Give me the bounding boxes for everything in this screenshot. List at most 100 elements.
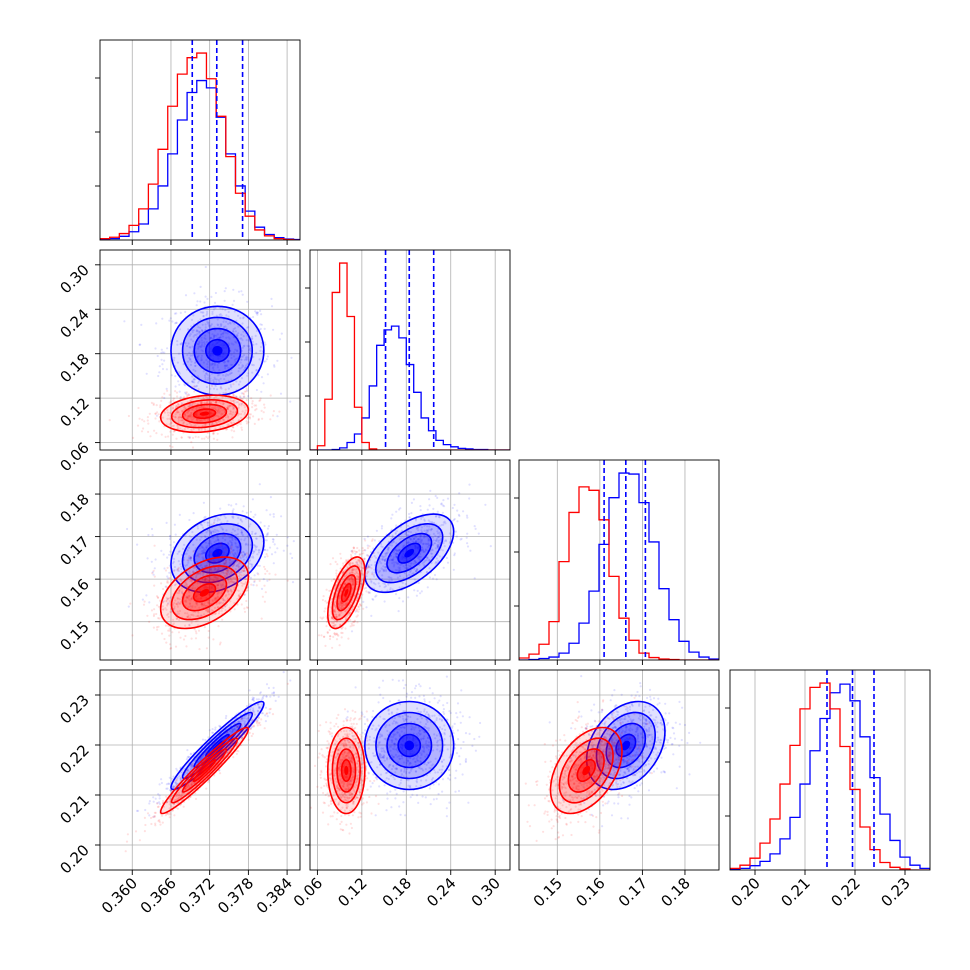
- sample-point: [423, 524, 426, 527]
- y-tick-label: 0.18: [56, 490, 92, 526]
- sample-point: [214, 385, 217, 388]
- sample-point: [230, 589, 233, 593]
- sample-point: [181, 409, 184, 412]
- sample-point: [184, 581, 187, 585]
- sample-point: [216, 388, 219, 391]
- sample-point: [218, 550, 221, 554]
- sample-point: [246, 535, 249, 538]
- sample-point: [212, 536, 215, 539]
- sample-point: [223, 325, 226, 328]
- sample-point: [247, 345, 250, 348]
- sample-point: [234, 348, 237, 351]
- sample-point: [230, 545, 233, 549]
- sample-point: [195, 601, 198, 605]
- sample-point: [211, 363, 214, 366]
- sample-point: [192, 340, 195, 343]
- sample-point: [177, 417, 180, 420]
- sample-point: [213, 567, 216, 570]
- sample-point: [154, 417, 157, 420]
- sample-point: [252, 584, 255, 587]
- sample-point: [226, 569, 229, 572]
- sample-point: [155, 322, 158, 325]
- sample-point: [207, 376, 210, 379]
- sample-point: [263, 524, 266, 528]
- sample-point: [217, 584, 220, 587]
- sample-point: [236, 546, 239, 550]
- sample-point: [216, 410, 219, 413]
- sample-point: [466, 545, 470, 548]
- sample-point: [226, 579, 229, 582]
- sample-point: [202, 613, 206, 616]
- sample-point: [435, 539, 438, 542]
- sample-point: [394, 548, 397, 551]
- sample-point: [187, 589, 190, 592]
- sample-point: [205, 372, 208, 375]
- sample-point: [420, 526, 423, 529]
- sample-point: [403, 572, 406, 575]
- sample-point: [141, 418, 144, 421]
- sample-point: [209, 540, 212, 543]
- sample-point: [232, 576, 235, 579]
- sample-point: [162, 416, 165, 419]
- sample-point: [216, 517, 220, 520]
- sample-point: [214, 378, 217, 381]
- sample-point: [424, 542, 427, 545]
- sample-point: [255, 698, 258, 701]
- sample-point: [222, 332, 225, 335]
- sample-point: [364, 583, 367, 586]
- sample-point: [243, 553, 246, 557]
- sample-point: [356, 563, 359, 567]
- sample-point: [193, 334, 196, 337]
- sample-point: [185, 552, 188, 555]
- sample-point: [209, 531, 212, 534]
- sample-point: [215, 414, 218, 417]
- sample-point: [168, 597, 171, 600]
- sample-point: [176, 411, 179, 414]
- sample-point: [194, 406, 197, 409]
- sample-point: [210, 323, 213, 326]
- sample-point: [155, 595, 159, 598]
- sample-point: [192, 562, 196, 565]
- sample-point: [167, 435, 170, 438]
- sample-point: [185, 411, 188, 414]
- sample-point: [198, 341, 201, 344]
- sample-point: [400, 537, 403, 540]
- sample-point: [394, 593, 398, 596]
- sample-point: [200, 358, 203, 361]
- sample-point: [192, 428, 195, 431]
- sample-point: [193, 402, 196, 405]
- sample-point: [255, 407, 258, 411]
- sample-point: [385, 552, 388, 555]
- sample-point: [200, 405, 203, 408]
- sample-point: [321, 617, 324, 620]
- sample-point: [153, 584, 156, 587]
- sample-point: [215, 400, 218, 403]
- sample-point: [334, 613, 337, 616]
- sample-point: [199, 406, 202, 409]
- sample-point: [230, 363, 234, 366]
- sample-point: [186, 749, 189, 752]
- sample-point: [176, 610, 179, 613]
- sample-point: [191, 345, 194, 348]
- sample-point: [221, 403, 224, 406]
- sample-point: [147, 422, 150, 425]
- sample-point: [436, 545, 439, 549]
- sample-point: [321, 598, 324, 602]
- sample-point: [398, 508, 401, 511]
- sample-point: [204, 326, 207, 329]
- sample-point: [393, 563, 396, 566]
- sample-point: [195, 385, 198, 388]
- sample-point: [212, 437, 215, 440]
- sample-point: [173, 605, 176, 608]
- sample-point: [196, 343, 199, 346]
- sample-point: [169, 550, 172, 553]
- sample-point: [219, 329, 222, 332]
- sample-point: [221, 335, 224, 338]
- sample-point: [209, 395, 212, 399]
- scatter-panel-2-1: [305, 459, 511, 665]
- sample-point: [204, 580, 207, 583]
- sample-point: [405, 563, 408, 567]
- sample-point: [150, 560, 153, 563]
- sample-point: [213, 397, 216, 400]
- sample-point: [162, 608, 165, 611]
